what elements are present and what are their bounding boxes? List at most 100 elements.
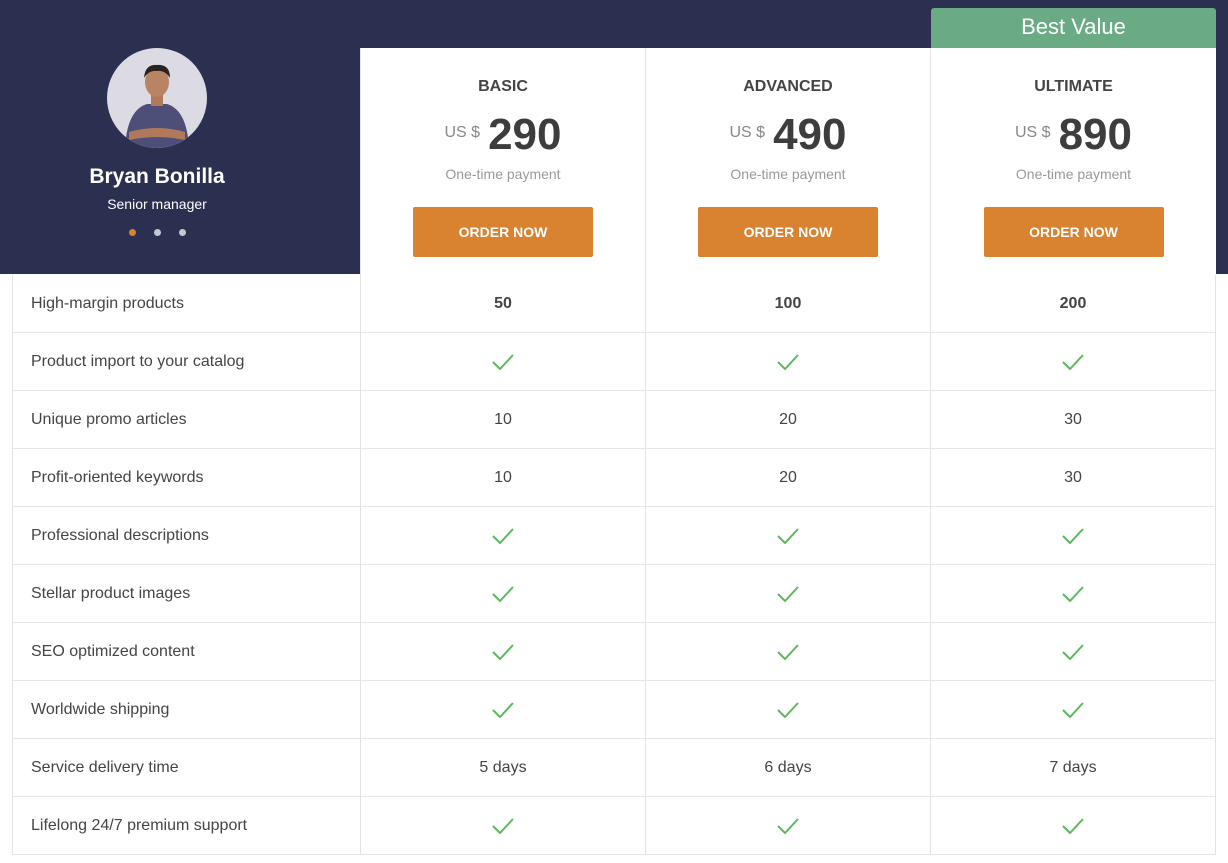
carousel-dots: [0, 229, 314, 236]
plan-name: BASIC: [478, 78, 528, 95]
feature-label: Unique promo articles: [12, 391, 360, 448]
feature-value: 20: [645, 391, 930, 448]
feature-value: [930, 333, 1216, 390]
order-now-button[interactable]: ORDER NOW: [983, 207, 1164, 257]
feature-value: 200: [930, 275, 1216, 332]
feature-value: [360, 681, 645, 738]
table-row: Professional descriptions: [12, 507, 1216, 565]
feature-value: [360, 507, 645, 564]
feature-value: [360, 797, 645, 854]
payment-type: One-time payment: [730, 166, 846, 182]
table-row: Stellar product images: [12, 565, 1216, 623]
check-icon: [492, 701, 514, 718]
feature-table: High-margin products 50 100 200 Product impo…: [12, 275, 1216, 855]
plan-card-ultimate: ULTIMATE US $ 890 One-time payment ORDER …: [930, 48, 1216, 275]
table-row: Service delivery time 5 days 6 days 7 days: [12, 739, 1216, 797]
check-icon: [1062, 353, 1084, 370]
feature-label: Lifelong 24/7 premium support: [12, 797, 360, 854]
feature-value: 10: [360, 391, 645, 448]
feature-value: 10: [360, 449, 645, 506]
check-icon: [1062, 817, 1084, 834]
payment-type: One-time payment: [1015, 166, 1132, 182]
plan-price: US $ 890: [931, 108, 1216, 162]
check-icon: [492, 353, 514, 370]
carousel-dot[interactable]: [153, 229, 161, 236]
feature-value: [645, 797, 930, 854]
table-row: Unique promo articles 10 20 30: [12, 391, 1216, 449]
table-row: High-margin products 50 100 200: [12, 275, 1216, 333]
table-row: SEO optimized content: [12, 623, 1216, 681]
feature-label: SEO optimized content: [12, 623, 360, 680]
currency: US $: [729, 124, 766, 141]
feature-value: [645, 681, 930, 738]
feature-label: Worldwide shipping: [12, 681, 360, 738]
feature-value: [360, 623, 645, 680]
currency: US $: [444, 124, 481, 141]
check-icon: [492, 585, 514, 602]
feature-value: 50: [360, 275, 645, 332]
check-icon: [1062, 701, 1084, 718]
feature-value: [645, 333, 930, 390]
feature-value: 30: [930, 449, 1216, 506]
feature-label: High-margin products: [12, 275, 360, 332]
carousel-dot[interactable]: [178, 229, 186, 236]
best-value-badge: Best Value: [931, 8, 1216, 48]
feature-label: Product import to your catalog: [12, 333, 360, 390]
check-icon: [777, 527, 799, 544]
order-now-button[interactable]: ORDER NOW: [698, 207, 878, 257]
carousel-dot[interactable]: [128, 229, 136, 236]
plan-name: ADVANCED: [743, 78, 833, 95]
feature-value: [930, 797, 1216, 854]
check-icon: [777, 643, 799, 660]
table-row: Product import to your catalog: [12, 333, 1216, 391]
table-row: Worldwide shipping: [12, 681, 1216, 739]
price-amount: 290: [488, 110, 562, 159]
feature-value: [360, 333, 645, 390]
check-icon: [1062, 643, 1084, 660]
plan-price: US $ 490: [646, 108, 930, 162]
check-icon: [492, 817, 514, 834]
feature-value: 7 days: [930, 739, 1216, 796]
table-row: Profit-oriented keywords 10 20 30: [12, 449, 1216, 507]
feature-value: [645, 565, 930, 622]
avatar: [107, 48, 207, 148]
table-row: Lifelong 24/7 premium support: [12, 797, 1216, 855]
price-amount: 890: [1058, 110, 1132, 159]
feature-label: Profit-oriented keywords: [12, 449, 360, 506]
feature-value: 30: [930, 391, 1216, 448]
feature-value: [930, 507, 1216, 564]
plan-name: ULTIMATE: [1034, 78, 1113, 95]
feature-value: [930, 565, 1216, 622]
check-icon: [1062, 585, 1084, 602]
check-icon: [1062, 527, 1084, 544]
check-icon: [777, 585, 799, 602]
profile-card: Bryan Bonilla Senior manager: [0, 0, 360, 274]
currency: US $: [1015, 124, 1051, 141]
feature-value: [645, 623, 930, 680]
feature-label: Service delivery time: [12, 739, 360, 796]
feature-value: 6 days: [645, 739, 930, 796]
price-amount: 490: [773, 110, 847, 159]
profile-name: Bryan Bonilla: [89, 165, 225, 188]
order-now-button[interactable]: ORDER NOW: [413, 207, 593, 257]
plan-price: US $ 290: [361, 108, 645, 162]
payment-type: One-time payment: [445, 166, 561, 182]
feature-value: 5 days: [360, 739, 645, 796]
check-icon: [777, 817, 799, 834]
check-icon: [777, 701, 799, 718]
plan-card-basic: BASIC US $ 290 One-time payment ORDER NOW: [360, 48, 645, 275]
feature-label: Professional descriptions: [12, 507, 360, 564]
feature-value: 20: [645, 449, 930, 506]
check-icon: [492, 527, 514, 544]
check-icon: [777, 353, 799, 370]
feature-value: [930, 681, 1216, 738]
feature-value: [930, 623, 1216, 680]
feature-value: 100: [645, 275, 930, 332]
feature-value: [360, 565, 645, 622]
check-icon: [492, 643, 514, 660]
profile-role: Senior manager: [107, 196, 207, 212]
feature-value: [645, 507, 930, 564]
plan-card-advanced: ADVANCED US $ 490 One-time payment ORDER …: [645, 48, 930, 275]
feature-label: Stellar product images: [12, 565, 360, 622]
person-photo-icon: [125, 64, 189, 148]
